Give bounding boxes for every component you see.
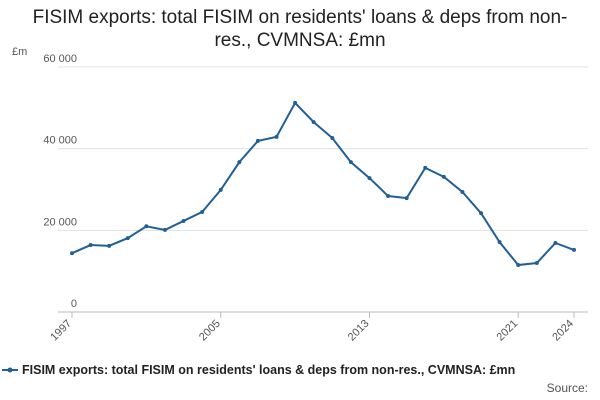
data-point [497,240,502,245]
x-tick-label: 2005 [197,318,223,344]
data-point [367,176,372,181]
data-point [516,263,521,268]
x-tick-label: 2013 [346,318,372,344]
data-point [386,194,391,199]
y-tick-label: 20 000 [43,216,77,228]
data-point [348,160,353,165]
data-point [479,211,484,216]
x-tick-label: 2021 [495,318,521,344]
series-line [71,101,575,267]
data-point [534,261,539,265]
data-point [237,160,242,165]
data-point [144,224,149,229]
legend-marker [7,367,13,373]
chart-title-box: FISIM exports: total FISIM on residents'… [0,6,600,52]
legend-label: FISIM exports: total FISIM on residents'… [22,363,515,377]
data-point [255,138,260,143]
chart-title: FISIM exports: total FISIM on residents'… [32,7,568,51]
data-point [70,251,74,256]
data-point [330,136,335,141]
data-point [441,174,446,179]
y-axis-label: £m [12,46,27,58]
data-point [181,218,186,223]
source: Source: [547,381,588,395]
data-point [125,236,130,241]
y-tick-label: 40 000 [43,135,77,147]
data-point [88,243,93,248]
y-tick-label: 0 [71,298,77,310]
x-tick-label: 2024 [550,318,576,344]
data-point [107,243,112,248]
data-point [293,100,298,105]
data-point [553,240,558,245]
data-point [460,189,465,194]
data-point [404,196,409,201]
data-point [572,247,576,252]
y-tick-label: 60 000 [43,53,77,65]
x-tick-label: 1997 [48,318,74,344]
data-point [218,187,223,192]
data-point [274,134,279,139]
data-point [423,165,428,170]
data-point [311,120,316,125]
data-point [200,209,205,214]
data-point [162,227,167,232]
